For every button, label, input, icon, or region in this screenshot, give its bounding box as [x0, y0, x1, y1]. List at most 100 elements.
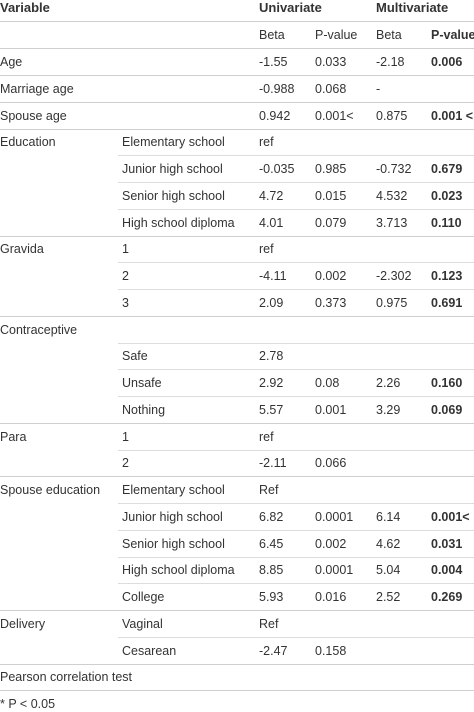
label-cell: Junior high school — [122, 162, 223, 176]
value-cell: 0.875 — [376, 108, 408, 123]
value-cell: 0.068 — [315, 81, 347, 96]
row-divider — [0, 422, 474, 424]
row-divider — [0, 235, 474, 237]
value-cell: 0.001< — [315, 108, 354, 123]
value-cell: -2.11 — [259, 456, 287, 471]
value-cell: 0.066 — [315, 456, 347, 471]
label-cell: Nothing — [122, 402, 166, 417]
label-cell: Spouse age — [0, 108, 67, 123]
row-divider — [0, 690, 474, 691]
label-cell: 1 — [122, 242, 129, 257]
value-cell: 0.031 — [431, 536, 463, 551]
value-cell: 4.62 — [376, 536, 401, 551]
row-divider — [0, 101, 474, 103]
value-cell: 4.532 — [376, 188, 408, 203]
value-cell: 0.0001 — [315, 563, 354, 578]
row-divider — [118, 289, 474, 290]
footnote: Pearson correlation test — [0, 670, 133, 684]
row-divider — [118, 208, 474, 210]
value-cell: 0.004 — [431, 563, 463, 578]
subheader-cell: P-value < — [431, 28, 474, 42]
value-cell: 5.57 — [259, 402, 284, 417]
value-cell: 6.45 — [259, 536, 284, 551]
value-cell: 3.29 — [376, 402, 401, 417]
value-cell: 2.92 — [259, 376, 284, 390]
label-cell: Gravida — [0, 242, 44, 257]
value-cell: 0.023 — [431, 188, 463, 203]
label-cell: Senior high school — [122, 188, 225, 203]
label-cell: Junior high school — [122, 509, 223, 524]
label-cell: 1 — [122, 429, 129, 444]
subheader-cell: P-value — [315, 28, 358, 42]
value-cell: 0.08 — [315, 376, 340, 390]
value-cell: 2.09 — [259, 295, 284, 310]
value-cell: 2.52 — [376, 590, 401, 604]
value-cell: Ref — [259, 483, 279, 497]
value-cell: Ref — [259, 616, 279, 631]
value-cell: 0.160 — [431, 376, 463, 390]
row-divider — [118, 182, 474, 183]
label-cell: Vaginal — [122, 616, 163, 631]
label-cell: 2 — [122, 456, 129, 471]
header-cell: Multivariate — [376, 0, 449, 15]
value-cell: -0.732 — [376, 162, 412, 176]
value-cell: 6.82 — [259, 509, 284, 524]
value-cell: -2.302 — [376, 269, 412, 283]
label-cell: 2 — [122, 269, 129, 283]
value-cell: 0.033 — [315, 55, 347, 69]
label-cell: Marriage age — [0, 81, 74, 96]
value-cell: 0.985 — [315, 162, 347, 176]
subheader-cell: Beta — [259, 28, 285, 42]
subheader-cell: Beta — [376, 28, 402, 42]
value-cell: -2.47 — [259, 643, 288, 658]
value-cell: 5.04 — [376, 563, 401, 578]
label-cell: 3 — [122, 295, 129, 310]
value-cell: 5.93 — [259, 590, 284, 604]
value-cell: 8.85 — [259, 563, 284, 578]
value-cell: -4.11 — [259, 269, 287, 283]
value-cell: ref — [259, 242, 274, 257]
row-divider — [118, 529, 474, 531]
label-cell: Elementary school — [122, 135, 225, 150]
row-divider — [118, 583, 474, 585]
value-cell: 0.015 — [315, 188, 347, 203]
label-cell: High school diploma — [122, 563, 235, 578]
value-cell: -0.988 — [259, 81, 295, 96]
value-cell: 0.373 — [315, 295, 347, 310]
value-cell: 0.002 — [315, 269, 347, 283]
label-cell: High school diploma — [122, 215, 235, 230]
label-cell: College — [122, 590, 165, 604]
row-divider — [0, 476, 474, 478]
row-divider — [118, 262, 474, 264]
value-cell: ref — [259, 135, 274, 150]
value-cell: 0.001< — [431, 509, 470, 524]
value-cell: -1.55 — [259, 55, 288, 69]
label-cell: Spouse education — [0, 483, 101, 497]
row-divider — [118, 556, 474, 558]
value-cell: -2.18 — [376, 55, 405, 69]
label-cell: Senior high school — [122, 536, 225, 551]
row-divider — [118, 396, 474, 397]
row-divider — [118, 503, 474, 504]
label-cell: Cesarean — [122, 643, 177, 658]
value-cell: 3.713 — [376, 215, 408, 230]
value-cell: - — [376, 81, 381, 96]
label-cell: Safe — [122, 349, 148, 364]
row-divider — [0, 610, 474, 611]
value-cell: 0.016 — [315, 590, 347, 604]
row-divider — [0, 128, 474, 130]
header-cell: Variable — [0, 0, 50, 15]
row-divider — [118, 369, 474, 371]
row-divider — [118, 636, 474, 638]
row-divider — [118, 155, 474, 157]
value-cell: 0.975 — [376, 295, 408, 310]
value-cell: 0.069 — [431, 402, 463, 417]
value-cell: 0.942 — [259, 108, 291, 123]
value-cell: 4.72 — [259, 188, 284, 203]
value-cell: 0.679 — [431, 162, 463, 176]
label-cell: Education — [0, 135, 56, 150]
value-cell: 0.001 — [315, 402, 347, 417]
value-cell: -0.035 — [259, 162, 295, 176]
row-divider — [0, 21, 474, 22]
